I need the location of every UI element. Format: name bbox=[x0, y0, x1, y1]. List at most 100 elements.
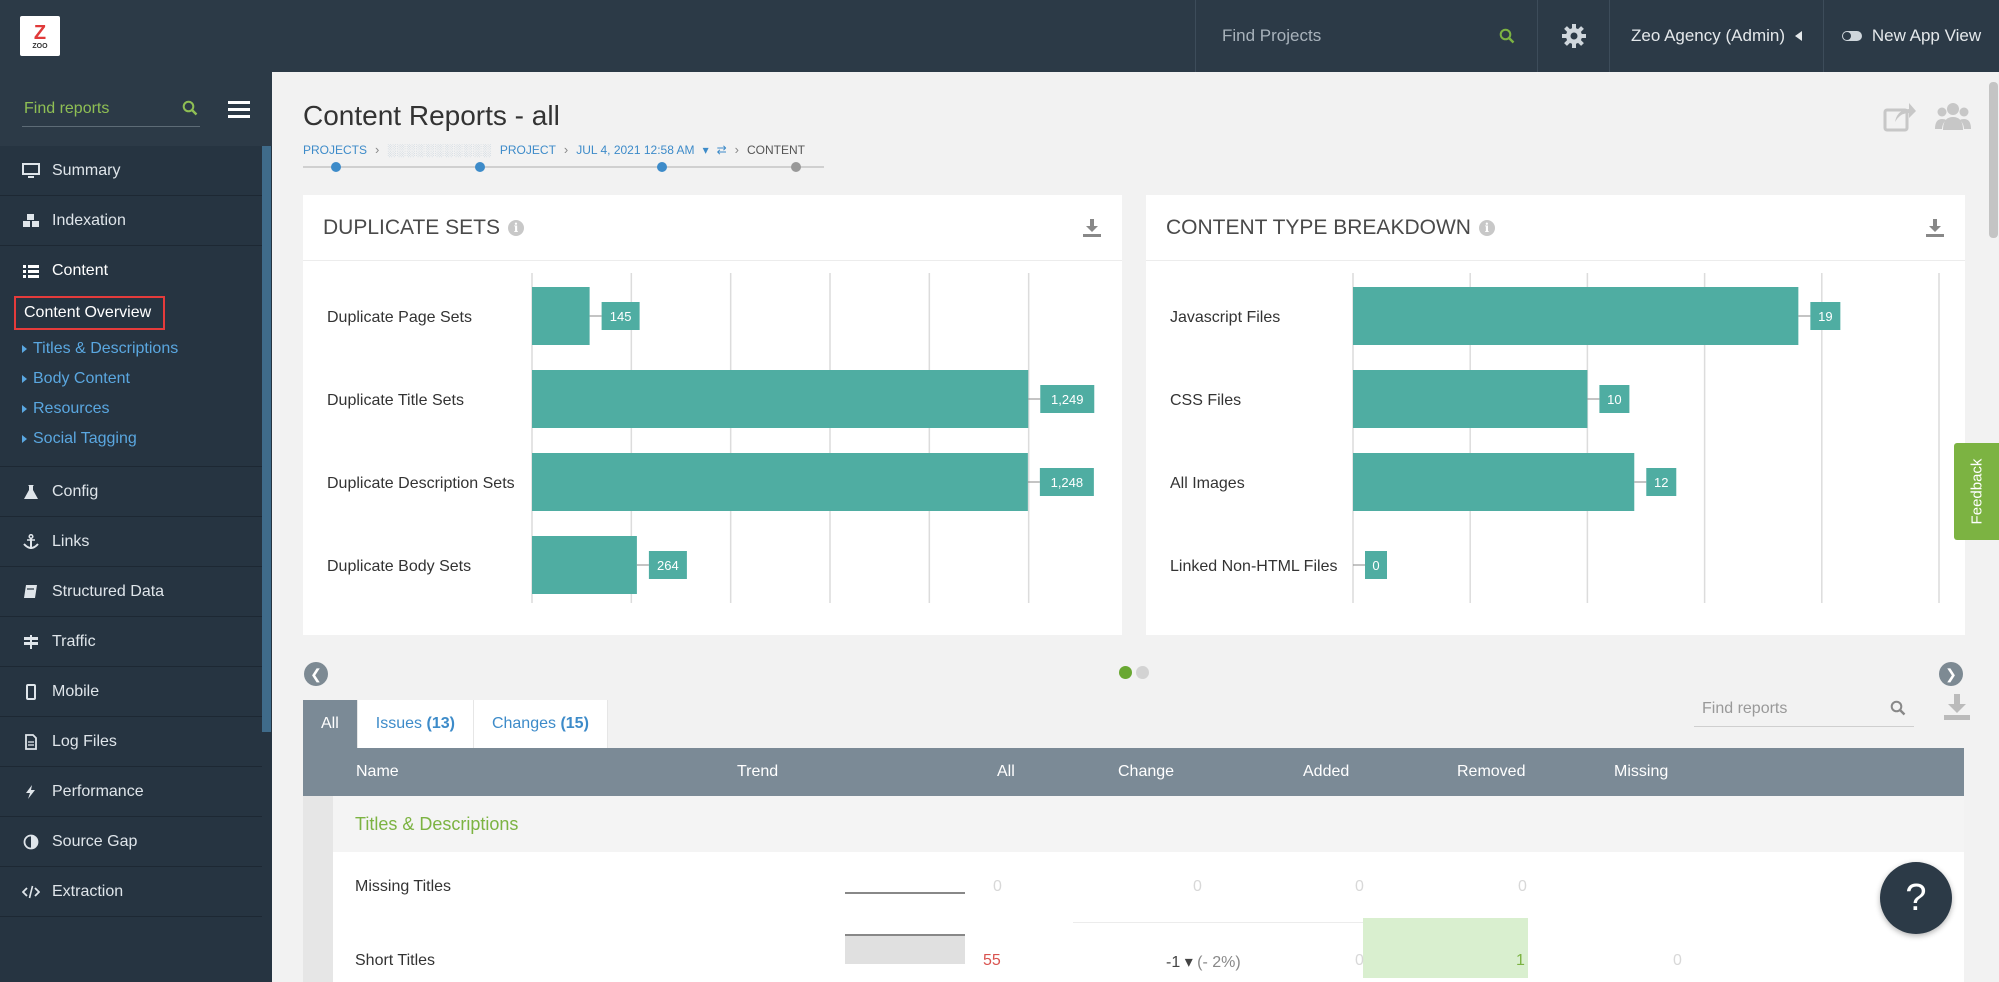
breadcrumb-dot[interactable] bbox=[475, 162, 485, 172]
table-row[interactable]: Missing Titles 0 0 0 0 bbox=[333, 852, 1964, 922]
sidebar-subitem-social-tagging[interactable]: Social Tagging bbox=[0, 424, 262, 454]
info-icon[interactable]: i bbox=[507, 219, 524, 236]
sidebar-scrollbar[interactable] bbox=[262, 146, 271, 732]
search-icon[interactable] bbox=[1499, 28, 1515, 44]
data-label: 19 bbox=[1818, 309, 1832, 324]
breadcrumb-dot[interactable] bbox=[331, 162, 341, 172]
carousel-dot[interactable] bbox=[1136, 666, 1149, 679]
breadcrumb-track bbox=[303, 166, 824, 168]
share-icon[interactable] bbox=[1883, 100, 1917, 132]
carousel-dots bbox=[1119, 666, 1149, 679]
sidebar-item-mobile[interactable]: Mobile bbox=[0, 667, 262, 717]
table-group-title: Titles & Descriptions bbox=[355, 814, 519, 834]
sidebar-item-summary[interactable]: Summary bbox=[0, 146, 262, 196]
download-icon[interactable] bbox=[1925, 218, 1945, 238]
breadcrumb-dot[interactable] bbox=[657, 162, 667, 172]
table-body: Titles & Descriptions Missing Titles 0 0… bbox=[303, 796, 1964, 982]
column-removed[interactable]: Removed bbox=[1457, 763, 1526, 780]
bar[interactable] bbox=[532, 453, 1028, 511]
carousel-dot[interactable] bbox=[1119, 666, 1132, 679]
sidebar-item-performance[interactable]: Performance bbox=[0, 767, 262, 817]
bar[interactable] bbox=[532, 536, 637, 594]
row-change-pct: (- 2%) bbox=[1197, 954, 1241, 971]
sidebar-subitem-resources[interactable]: Resources bbox=[0, 394, 262, 424]
breadcrumb-project[interactable]: PROJECT bbox=[499, 142, 556, 157]
bar[interactable] bbox=[1353, 453, 1635, 511]
bar[interactable] bbox=[532, 370, 1029, 428]
carousel-prev-button[interactable]: ❮ bbox=[304, 662, 328, 686]
category-label: All Images bbox=[1170, 475, 1245, 492]
column-all[interactable]: All bbox=[997, 763, 1015, 780]
caret-down-icon[interactable]: ▾ bbox=[702, 142, 709, 157]
table-download-icon[interactable] bbox=[1942, 692, 1972, 722]
page-scrollbar-thumb[interactable] bbox=[1989, 82, 1998, 238]
caret-right-icon bbox=[22, 345, 27, 353]
data-label-box bbox=[1040, 385, 1095, 413]
swap-icon[interactable]: ⇄ bbox=[716, 142, 727, 157]
sidebar-item-log-files[interactable]: Log Files bbox=[0, 717, 262, 767]
card-title: DUPLICATE SETS i bbox=[323, 216, 524, 240]
find-reports-input[interactable]: Find reports bbox=[22, 92, 200, 127]
sidebar-item-links[interactable]: Links bbox=[0, 517, 262, 567]
tab-issues-count: (13) bbox=[426, 715, 455, 732]
sidebar-item-source-gap[interactable]: Source Gap bbox=[0, 817, 262, 867]
sidebar-item-indexation[interactable]: Indexation bbox=[0, 196, 262, 246]
bar[interactable] bbox=[1353, 370, 1588, 428]
users-icon[interactable] bbox=[1935, 100, 1971, 132]
search-icon bbox=[1890, 700, 1906, 716]
tab-changes[interactable]: Changes (15) bbox=[473, 700, 608, 748]
help-button[interactable]: ? bbox=[1880, 862, 1952, 934]
bar[interactable] bbox=[1353, 287, 1799, 345]
breadcrumb-projects[interactable]: PROJECTS bbox=[303, 142, 368, 157]
sidebar-item-label: Mobile bbox=[52, 682, 100, 700]
sidebar-item-label: Structured Data bbox=[52, 582, 165, 600]
data-label-box bbox=[1039, 468, 1094, 496]
user-name: Zeo Agency (Admin) bbox=[1630, 26, 1785, 45]
user-menu[interactable]: Zeo Agency (Admin) bbox=[1609, 0, 1823, 72]
tab-changes-count: (15) bbox=[560, 715, 589, 732]
feedback-button[interactable]: Feedback bbox=[1954, 443, 1999, 540]
info-icon[interactable]: i bbox=[1478, 219, 1495, 236]
sidebar-item-extraction[interactable]: Extraction bbox=[0, 867, 262, 917]
bar[interactable] bbox=[532, 287, 590, 345]
column-trend[interactable]: Trend bbox=[737, 763, 779, 780]
column-name[interactable]: Name bbox=[356, 763, 399, 780]
new-app-view-toggle[interactable]: New App View bbox=[1823, 0, 1999, 72]
breadcrumb-date[interactable]: JUL 4, 2021 12:58 AM bbox=[576, 142, 695, 157]
tab-issues[interactable]: Issues (13) bbox=[357, 700, 474, 748]
settings-button[interactable] bbox=[1537, 0, 1609, 72]
row-name[interactable]: Short Titles bbox=[355, 952, 436, 969]
feedback-label: Feedback bbox=[1968, 458, 1985, 525]
data-label: 264 bbox=[657, 558, 679, 573]
topbar-spacer bbox=[272, 0, 1195, 72]
sidebar-item-traffic[interactable]: Traffic bbox=[0, 617, 262, 667]
sidebar-subitem-titles-descriptions[interactable]: Titles & Descriptions bbox=[0, 334, 262, 364]
sidebar-item-config[interactable]: Config bbox=[0, 467, 262, 517]
sidebar-subitem-body-content[interactable]: Body Content bbox=[0, 364, 262, 394]
tab-all[interactable]: All bbox=[303, 700, 358, 748]
hamburger-menu-icon[interactable] bbox=[228, 100, 250, 118]
breadcrumb-project-blurred[interactable]: ░░░░░░░░░░░ bbox=[387, 142, 492, 157]
breadcrumb-dot[interactable] bbox=[791, 162, 801, 172]
column-added[interactable]: Added bbox=[1303, 763, 1350, 780]
sidebar-item-structured-data[interactable]: Structured Data bbox=[0, 567, 262, 617]
carousel-next-button[interactable]: ❯ bbox=[1939, 662, 1963, 686]
download-icon[interactable] bbox=[1082, 218, 1102, 238]
column-missing[interactable]: Missing bbox=[1614, 763, 1669, 780]
search-icon bbox=[182, 100, 198, 115]
table-find-reports-input[interactable]: Find reports bbox=[1694, 692, 1914, 727]
book-icon bbox=[24, 584, 37, 598]
table-row[interactable]: Short Titles 55 -1 ▾ (- 2%) 0 1 0 bbox=[333, 918, 1964, 982]
app-logo[interactable]: Z ZOO bbox=[20, 16, 60, 56]
sidebar-subitem-content-overview[interactable]: Content Overview bbox=[14, 296, 165, 330]
column-change[interactable]: Change bbox=[1118, 763, 1175, 780]
row-name[interactable]: Missing Titles bbox=[355, 878, 452, 895]
logo-area: Z ZOO bbox=[0, 0, 272, 72]
content-type-breakdown-chart: Javascript Files 19 CSS Files 10 All Images 1… bbox=[1170, 273, 1940, 603]
logo-text: ZOO bbox=[32, 42, 48, 50]
find-projects-input[interactable]: Find Projects bbox=[1195, 0, 1537, 72]
row-all[interactable]: 55 bbox=[983, 952, 1001, 969]
row-removed[interactable]: 1 bbox=[1516, 952, 1525, 969]
table-group-row[interactable]: Titles & Descriptions bbox=[333, 796, 1964, 852]
sidebar-item-content[interactable]: Content bbox=[0, 246, 262, 296]
